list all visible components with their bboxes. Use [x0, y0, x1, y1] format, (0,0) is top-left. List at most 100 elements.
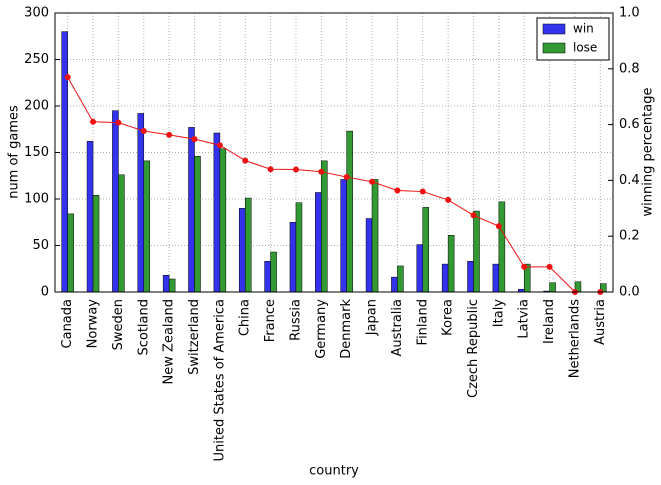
bar: [213, 132, 221, 293]
x-tick-label: Korea: [441, 299, 456, 336]
line-point: [216, 142, 223, 149]
y-tick-label: 50: [32, 238, 49, 253]
line-point: [369, 178, 376, 185]
legend-swatch: [542, 42, 566, 54]
y-tick-label: 250: [24, 52, 49, 67]
bar: [365, 218, 373, 293]
line-point: [521, 263, 528, 270]
line-point: [394, 187, 401, 194]
bar: [315, 192, 322, 293]
y2-tick-label: 0.8: [619, 61, 640, 76]
bar: [289, 222, 297, 293]
plot-frame: [54, 12, 614, 293]
line-point: [90, 118, 97, 125]
bar: [346, 130, 353, 293]
line-point: [470, 212, 477, 219]
x-tick-label: Italy: [491, 299, 506, 328]
line-point: [318, 168, 325, 175]
x-tick-label: Norway: [86, 299, 101, 349]
x-tick-label: Japan: [365, 299, 380, 336]
x-axis-label: country: [309, 464, 359, 479]
bar: [264, 261, 271, 293]
y2-tick-label: 0.4: [619, 173, 640, 188]
x-tick-label: Finland: [415, 299, 430, 345]
bar: [92, 195, 100, 293]
bar: [270, 251, 277, 293]
bar: [422, 207, 430, 293]
bar: [340, 179, 347, 293]
line: [67, 76, 601, 293]
bar: [467, 261, 474, 293]
y-tick-label: 0: [41, 285, 49, 300]
x-tick-label: Scotland: [136, 299, 151, 356]
bar: [295, 202, 303, 293]
bar: [61, 31, 68, 293]
line-point: [267, 166, 274, 173]
bar: [188, 127, 195, 293]
bar: [492, 263, 500, 293]
bar: [238, 208, 246, 293]
bar: [194, 155, 201, 293]
bar: [143, 160, 151, 293]
y-axis-label: num of games: [7, 105, 22, 199]
bar: [549, 282, 556, 293]
bar: [391, 276, 398, 293]
x-tick-label: Russia: [288, 299, 303, 341]
bar: [137, 113, 145, 293]
x-tick-label: Latvia: [517, 299, 532, 339]
y-tick-label: 100: [24, 192, 49, 207]
y2-tick-label: 0.0: [619, 285, 640, 300]
bar: [321, 160, 328, 293]
x-tick-label: Czech Republic: [466, 299, 481, 398]
bar: [441, 263, 449, 293]
x-tick-label: New Zealand: [162, 299, 177, 384]
x-tick-label: Australia: [390, 299, 405, 357]
line-point: [115, 119, 122, 126]
x-tick-label: Netherlands: [567, 299, 582, 378]
x-tick-label: Switzerland: [187, 299, 202, 375]
x-tick-label: France: [263, 299, 278, 342]
line-point: [495, 223, 502, 230]
x-tick-label: Sweden: [111, 299, 126, 350]
bar: [244, 197, 252, 293]
y-tick-label: 150: [24, 145, 49, 160]
line-point: [419, 188, 426, 195]
x-tick-label: Canada: [60, 299, 75, 348]
x-tick-label: Ireland: [542, 299, 557, 344]
bar: [498, 201, 506, 293]
y2-tick-label: 0.6: [619, 117, 640, 132]
bar: [416, 244, 424, 293]
bar: [447, 235, 455, 293]
legend-label: win: [573, 22, 594, 36]
legend: win lose: [536, 17, 610, 61]
x-tick-label: China: [238, 299, 253, 336]
bar: [67, 213, 74, 293]
x-tick-label: Austria: [593, 299, 608, 345]
legend-swatch: [542, 23, 566, 35]
bar: [473, 210, 480, 293]
y-tick-label: 200: [24, 99, 49, 114]
bar: [371, 179, 379, 293]
bar: [168, 278, 176, 293]
y2-tick-label: 1.0: [619, 6, 640, 21]
bar: [219, 148, 227, 293]
line-point: [140, 128, 147, 135]
bar: [86, 141, 94, 293]
line-point: [242, 157, 249, 164]
y2-tick-label: 0.2: [619, 229, 640, 244]
line-point: [191, 136, 198, 143]
y2-axis-label: winning percentage: [641, 88, 656, 217]
line-point: [292, 166, 299, 173]
bar: [162, 275, 170, 293]
bar: [397, 265, 404, 293]
bar: [118, 174, 125, 293]
line-point: [445, 196, 452, 203]
y-tick-label: 300: [24, 6, 49, 21]
line-point: [343, 174, 350, 181]
line-point: [64, 74, 71, 81]
bar: [112, 110, 119, 293]
line-point: [166, 131, 173, 138]
x-tick-label: United States of America: [212, 299, 227, 461]
legend-label: lose: [573, 41, 597, 55]
